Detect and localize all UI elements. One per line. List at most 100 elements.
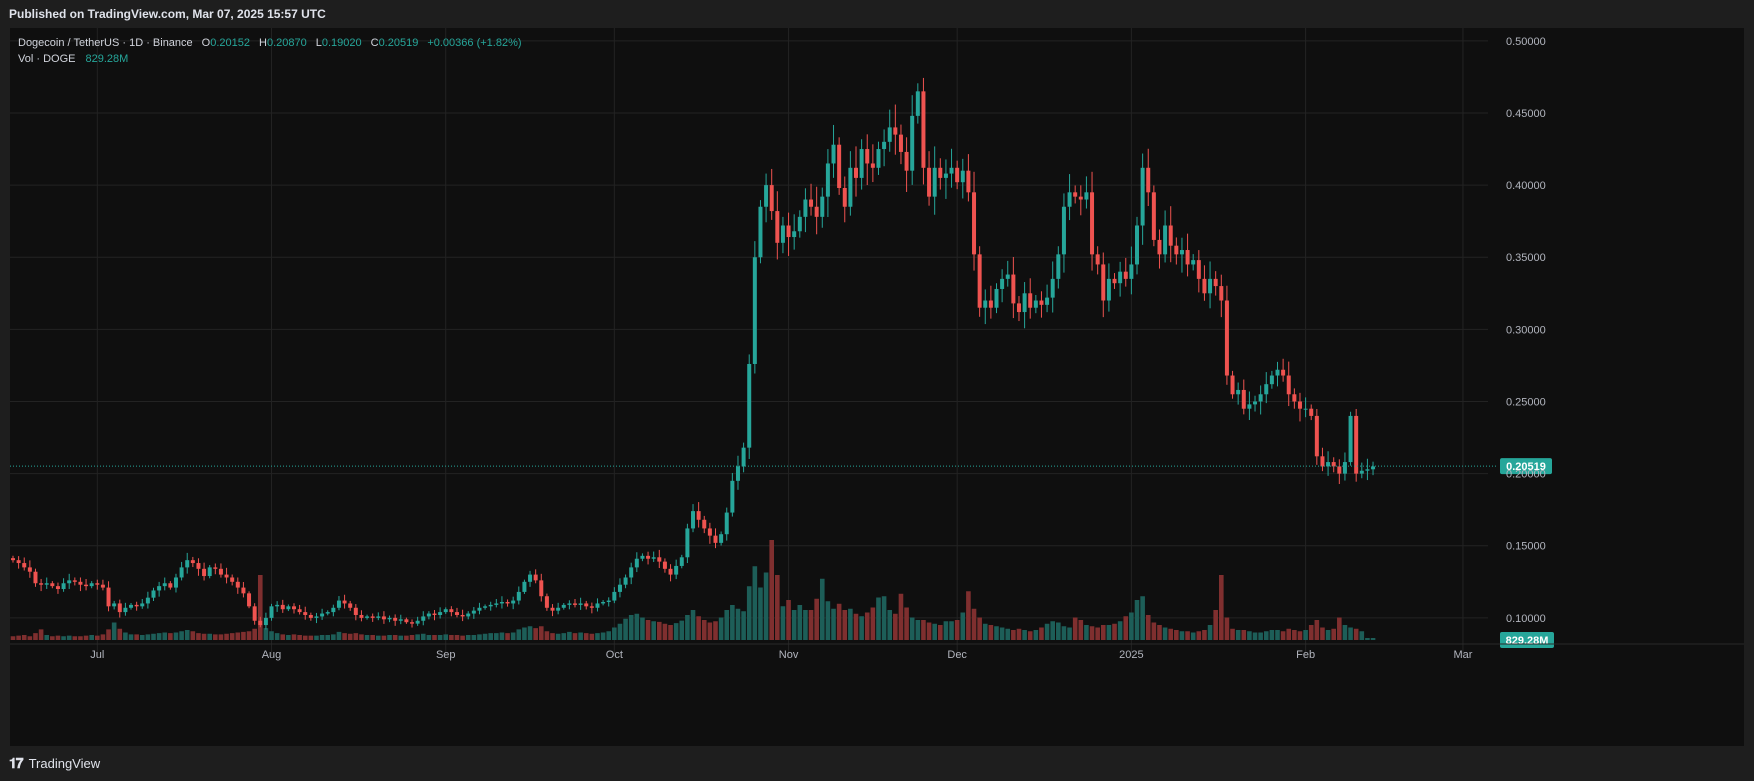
volume-bar bbox=[994, 626, 999, 640]
volume-bar bbox=[550, 633, 555, 640]
candle-body bbox=[606, 600, 611, 603]
candle-body bbox=[870, 163, 875, 168]
candle-body bbox=[1185, 250, 1190, 265]
candle-body bbox=[1213, 278, 1218, 287]
brand-name[interactable]: TradingView bbox=[28, 755, 101, 771]
candle-body bbox=[280, 604, 285, 610]
candle-body bbox=[617, 584, 622, 592]
volume-bar bbox=[1157, 625, 1162, 640]
y-tick-label: 0.50000 bbox=[1506, 36, 1546, 48]
volume-bar bbox=[1022, 630, 1027, 640]
volume-bar bbox=[808, 610, 814, 640]
volume-bar bbox=[1297, 631, 1303, 640]
tradingview-logo-icon[interactable]: 𝟏𝟕 bbox=[9, 754, 24, 771]
volume-bar bbox=[1320, 627, 1325, 640]
volume-bars bbox=[10, 540, 1376, 640]
volume-bar bbox=[876, 597, 881, 640]
candle-body bbox=[247, 593, 252, 607]
volume-bar bbox=[612, 627, 617, 640]
volume-bar bbox=[864, 612, 870, 640]
candle-body bbox=[202, 568, 207, 577]
candle-body bbox=[898, 134, 903, 152]
volume-bar bbox=[1241, 630, 1247, 640]
volume-bar bbox=[1168, 628, 1174, 640]
candle-body bbox=[1061, 206, 1066, 255]
candle-body bbox=[544, 596, 549, 608]
candle-body bbox=[185, 560, 190, 568]
chart-area[interactable]: 0.20519 829.28M 0.10000 0.15000 0.20000 0.25… bbox=[10, 28, 1744, 746]
volume-bar bbox=[685, 615, 690, 640]
volume-bar bbox=[420, 633, 426, 640]
volume-bar bbox=[1235, 630, 1241, 640]
candle-body bbox=[190, 560, 195, 564]
candle-body bbox=[769, 185, 774, 212]
open-value: 0.20152 bbox=[210, 37, 250, 49]
volume-bar bbox=[904, 607, 909, 640]
volume-bar bbox=[780, 606, 786, 640]
candle-body bbox=[1033, 300, 1038, 308]
candle-body bbox=[848, 167, 853, 207]
candle-body bbox=[1151, 192, 1156, 240]
candle-body bbox=[100, 584, 105, 588]
candle-body bbox=[983, 300, 988, 308]
candle-body bbox=[966, 170, 971, 193]
volume-bar bbox=[1280, 631, 1286, 640]
volume-bar bbox=[241, 631, 246, 640]
candle-body bbox=[1028, 293, 1033, 308]
candle-body bbox=[595, 603, 600, 608]
candle-body bbox=[1337, 466, 1342, 474]
candle-body bbox=[707, 528, 712, 536]
volume-bar bbox=[1308, 625, 1314, 640]
volume-bar bbox=[66, 635, 72, 640]
candle-body bbox=[454, 612, 459, 615]
volume-bar bbox=[1258, 632, 1263, 640]
volume-bar bbox=[139, 635, 145, 640]
volume-bar bbox=[1072, 617, 1078, 640]
candle-body bbox=[410, 622, 415, 624]
volume-bar bbox=[1140, 596, 1145, 640]
volume-label[interactable]: Vol · DOGE bbox=[18, 53, 76, 65]
candle-body bbox=[1264, 384, 1269, 395]
volume-bar bbox=[589, 633, 595, 640]
volume-bar bbox=[701, 620, 707, 640]
candle-body bbox=[1045, 297, 1050, 305]
volume-bar bbox=[1011, 630, 1016, 640]
volume-bar bbox=[954, 620, 960, 640]
volume-bar bbox=[651, 621, 656, 640]
volume-bar bbox=[909, 617, 915, 640]
volume-bar bbox=[555, 633, 561, 640]
volume-bar bbox=[1370, 638, 1376, 640]
volume-bar bbox=[168, 633, 173, 640]
volume-bar bbox=[1112, 623, 1117, 640]
volume-bar bbox=[881, 596, 887, 640]
candle-body bbox=[162, 583, 167, 587]
symbol-title[interactable]: Dogecoin / TetherUS · 1D · Binance bbox=[18, 37, 193, 49]
candlestick-chart[interactable]: 0.20519 829.28M 0.10000 0.15000 0.20000 0.25… bbox=[10, 28, 1744, 746]
volume-bar bbox=[1129, 612, 1134, 640]
volume-bar bbox=[263, 628, 269, 640]
candle-body bbox=[1146, 167, 1151, 193]
candle-body bbox=[370, 616, 375, 618]
candle-body bbox=[578, 603, 583, 605]
volume-bar bbox=[724, 610, 730, 640]
volume-bar bbox=[657, 621, 662, 640]
volume-bar bbox=[21, 635, 27, 640]
volume-bar bbox=[516, 629, 522, 640]
change-value: +0.00366 (+1.82%) bbox=[427, 37, 522, 49]
candle-body bbox=[949, 167, 954, 174]
volume-bar bbox=[640, 617, 645, 640]
candle-body bbox=[1275, 369, 1280, 376]
volume-bar bbox=[10, 636, 16, 640]
candle-body bbox=[1281, 369, 1286, 376]
candle-body bbox=[758, 206, 763, 258]
candle-body bbox=[33, 571, 38, 584]
candle-body bbox=[1309, 408, 1314, 416]
candle-body bbox=[1056, 254, 1061, 279]
volume-bar bbox=[1337, 617, 1342, 640]
open-label: O bbox=[201, 37, 211, 49]
candle-body bbox=[1354, 415, 1359, 474]
candle-body bbox=[825, 163, 830, 197]
candle-body bbox=[387, 617, 392, 620]
volume-bar bbox=[1292, 630, 1297, 640]
volume-bar bbox=[196, 633, 201, 640]
